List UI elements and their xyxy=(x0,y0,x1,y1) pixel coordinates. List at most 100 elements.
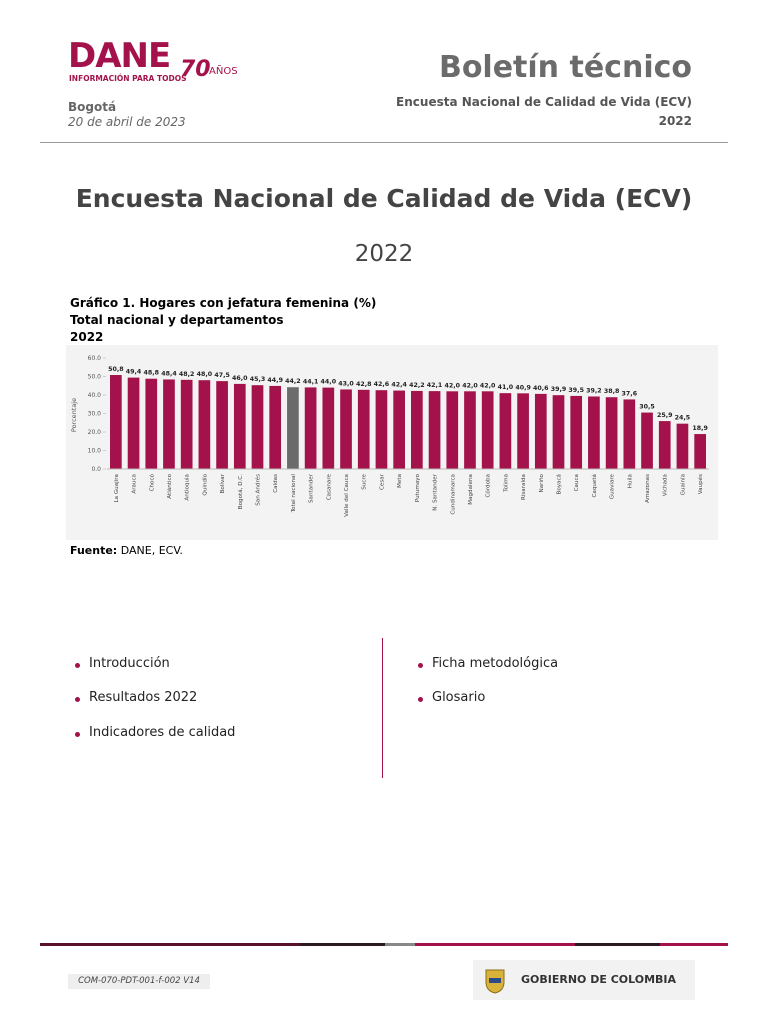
x-tick-label: Magdalena xyxy=(468,474,474,505)
bar xyxy=(464,391,476,469)
footer-rule xyxy=(300,943,385,946)
divider xyxy=(382,638,383,778)
bullet xyxy=(75,732,80,737)
x-tick-label: Guainía xyxy=(679,474,686,495)
anniversary-number: 70 xyxy=(180,57,211,82)
x-tick-label: Atlántico xyxy=(166,473,173,498)
city: Bogotá xyxy=(68,100,117,114)
x-tick-label: Antioquia xyxy=(185,474,191,501)
chart: Porcentaje 0.0 10.0 20.0 30.0 40.0 50.0 60.0 50… xyxy=(66,345,718,540)
x-tick-label: Huila xyxy=(627,474,633,488)
source-label: Fuente: xyxy=(70,544,118,557)
x-tick-label: San Andrés xyxy=(255,474,262,506)
x-tick-label: Caquetá xyxy=(591,474,598,498)
bar xyxy=(446,391,459,469)
value-label: 44,9 xyxy=(267,377,283,384)
y-tick-label: 50.0 xyxy=(88,374,102,381)
value-label: 48,4 xyxy=(161,370,177,377)
value-label: 39,9 xyxy=(551,386,567,393)
value-label: 46,0 xyxy=(232,375,248,382)
y-tick-label: 40.0 xyxy=(88,392,102,399)
value-label: 39,5 xyxy=(568,387,584,394)
bar xyxy=(588,396,600,469)
x-tick-label: Vichada xyxy=(663,474,669,496)
value-label: 44,1 xyxy=(303,378,319,385)
x-tick-label: Cundinamarca xyxy=(450,474,456,515)
source-text: DANE, ECV. xyxy=(120,544,183,557)
x-tick-label: Guaviare xyxy=(610,473,616,499)
header-rule xyxy=(40,142,728,143)
bar xyxy=(411,390,423,469)
bar xyxy=(623,399,636,469)
x-tick-label: Córdoba xyxy=(485,474,492,497)
x-tick-label: Vaupés xyxy=(697,474,704,494)
x-tick-label: Quindío xyxy=(201,473,208,495)
value-label: 50,8 xyxy=(108,366,124,373)
document-title: Encuesta Nacional de Calidad de Vida (EC… xyxy=(75,184,693,213)
value-label: 42,0 xyxy=(444,382,460,389)
coat-of-arms xyxy=(485,969,505,994)
footer-rule xyxy=(575,943,660,946)
x-tick-label: Sucre xyxy=(362,473,368,489)
bar xyxy=(269,385,282,469)
document-year: 2022 xyxy=(354,241,414,267)
bar xyxy=(163,379,175,469)
footer-rule xyxy=(385,943,415,946)
bar xyxy=(127,377,140,469)
bar xyxy=(322,387,335,469)
x-tick-label: Santander xyxy=(309,473,315,503)
x-tick-label: Cauca xyxy=(574,474,580,491)
header-survey: Encuesta Nacional de Calidad de Vida (EC… xyxy=(396,95,692,109)
x-tick-label: Valle del Cauca xyxy=(344,474,350,517)
value-label: 30,5 xyxy=(639,404,655,411)
bullet xyxy=(418,697,423,702)
date: 20 de abril de 2023 xyxy=(68,115,186,129)
x-tick-label: N. Santander xyxy=(433,473,439,510)
header-title: Boletín técnico xyxy=(438,50,692,85)
value-label: 44,0 xyxy=(321,379,337,386)
anniversary-word: AÑOS xyxy=(209,66,238,77)
bar xyxy=(552,395,565,469)
x-tick-label: Caldas xyxy=(273,474,279,493)
bar xyxy=(110,375,122,469)
section-item: Resultados 2022 xyxy=(89,690,198,705)
value-label: 42,8 xyxy=(356,381,372,388)
x-tick-label: Arauca xyxy=(132,474,138,494)
value-label: 47,5 xyxy=(214,372,230,379)
y-tick-label: 10.0 xyxy=(88,448,102,455)
bar xyxy=(481,391,494,469)
x-tick-label: Casanare xyxy=(326,473,332,500)
section-item: Introducción xyxy=(89,656,170,671)
value-label: 37,6 xyxy=(622,390,638,397)
bar xyxy=(233,383,246,469)
value-label: 40,9 xyxy=(515,384,531,391)
bar xyxy=(428,391,441,469)
chart-subtitle: Total nacional y departamentos xyxy=(70,313,284,327)
value-label: 43,0 xyxy=(338,380,354,387)
value-label: 42,0 xyxy=(462,382,478,389)
bar xyxy=(340,389,352,469)
source: Fuente: DANE, ECV. xyxy=(70,544,183,557)
footer-rule xyxy=(40,943,300,946)
value-label: 42,4 xyxy=(391,382,407,389)
bar xyxy=(287,387,299,469)
x-tick-label: Bogotá, D.C. xyxy=(237,474,244,509)
value-label: 25,9 xyxy=(657,412,673,419)
logo: DANE xyxy=(68,36,171,76)
x-tick-label: Amazonas xyxy=(645,474,651,503)
x-tick-label: Risaralda xyxy=(521,474,527,500)
header-year: 2022 xyxy=(658,114,692,128)
x-tick-label: Boyacá xyxy=(556,474,563,495)
value-label: 39,2 xyxy=(586,387,602,394)
bar xyxy=(180,379,193,469)
bar xyxy=(517,393,529,469)
bar xyxy=(145,378,158,469)
bar xyxy=(605,397,618,469)
value-label: 42,6 xyxy=(374,381,390,388)
value-label: 42,0 xyxy=(480,382,496,389)
y-tick-label: 30.0 xyxy=(88,411,102,418)
value-label: 18,9 xyxy=(692,425,708,432)
bullet xyxy=(75,663,80,668)
bar xyxy=(570,395,583,469)
x-tick-label: Putumayo xyxy=(415,473,421,502)
